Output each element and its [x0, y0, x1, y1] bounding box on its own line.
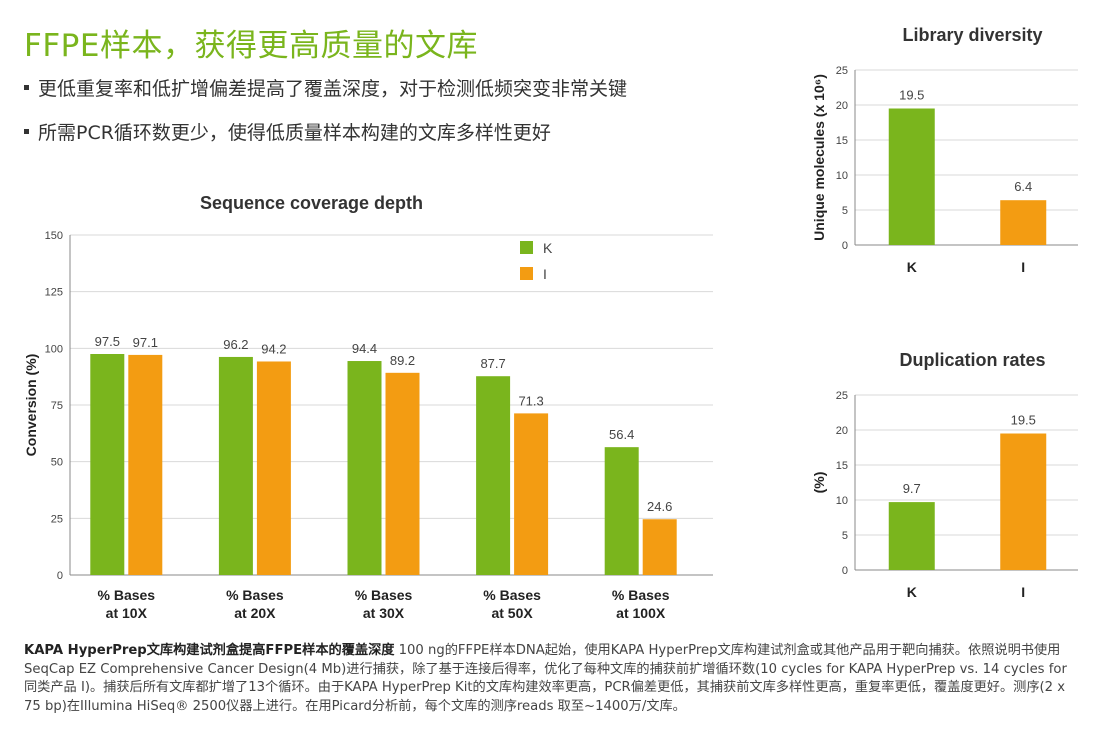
x-category-label: I [1021, 259, 1025, 275]
bullet-item: 所需PCR循环数更少，使得低质量样本构建的文库多样性更好 [24, 118, 627, 145]
library-diversity-chart: Library diversity 0 5 10 15 20 25 Unique molecu… [811, 25, 1078, 275]
y-tick-label: 10 [836, 170, 848, 182]
y-tick-label: 15 [836, 135, 848, 147]
y-axis-label: Unique molecules (x 10⁶) [811, 74, 827, 241]
bar-value-label: 94.2 [261, 341, 286, 356]
y-tick-label: 5 [842, 530, 848, 542]
bar-I [256, 361, 291, 575]
y-tick-label: 25 [51, 513, 63, 525]
bar-value-label: 6.4 [1014, 179, 1032, 194]
bar-I [385, 372, 420, 575]
x-category-label: % Bases [98, 587, 156, 603]
bar-value-label: 19.5 [899, 88, 924, 103]
y-tick-label: 25 [836, 390, 848, 402]
bar-K [90, 354, 125, 575]
bar-value-label: 56.4 [609, 427, 634, 442]
bullet-dot-icon [24, 129, 29, 134]
bar-K [888, 108, 935, 245]
bar-value-label: 9.7 [903, 481, 921, 496]
chart-title: Duplication rates [899, 350, 1045, 370]
y-tick-label: 50 [51, 457, 63, 469]
bullet-text: 更低重复率和低扩增偏差提高了覆盖深度，对于检测低频突变非常关键 [38, 78, 628, 100]
y-axis-label: (%) [811, 472, 827, 494]
duplication-rates-chart: Duplication rates 0 5 10 15 20 25 (%) 9.7 K 19.5 I [811, 350, 1078, 600]
bar-value-label: 87.7 [480, 356, 505, 371]
bar-I [1000, 433, 1047, 570]
legend-swatch-I [520, 267, 533, 280]
x-category-label: K [907, 584, 917, 600]
bar-K [888, 502, 935, 570]
bar-K [218, 356, 253, 575]
bar-K [604, 447, 639, 575]
bar-value-label: 97.1 [133, 335, 158, 350]
chart-title: Library diversity [902, 25, 1042, 45]
bullet-item: 更低重复率和低扩增偏差提高了覆盖深度，对于检测低频突变非常关键 [24, 74, 627, 101]
legend-label: I [543, 266, 547, 282]
y-tick-label: 0 [842, 565, 848, 577]
x-category-label: at 10X [106, 605, 148, 621]
bar-I [642, 519, 677, 575]
bar-value-label: 97.5 [95, 334, 120, 349]
chart-title: Sequence coverage depth [200, 193, 423, 213]
y-tick-label: 150 [45, 230, 63, 242]
x-category-label: % Bases [483, 587, 541, 603]
x-category-label: I [1021, 584, 1025, 600]
x-category-label: % Bases [226, 587, 284, 603]
caption-bold: KAPA HyperPrep文库构建试剂盒提高FFPE样本的覆盖深度 [24, 643, 395, 658]
y-tick-label: 25 [836, 65, 848, 77]
y-tick-label: 15 [836, 460, 848, 472]
bullet-list: 更低重复率和低扩增偏差提高了覆盖深度，对于检测低频突变非常关键 所需PCR循环数… [24, 74, 627, 162]
bar-I [1000, 200, 1047, 245]
y-tick-label: 0 [57, 570, 63, 582]
bar-value-label: 19.5 [1011, 413, 1036, 428]
bar-value-label: 96.2 [223, 337, 248, 352]
y-tick-label: 20 [836, 100, 848, 112]
bar-value-label: 24.6 [647, 499, 672, 514]
x-category-label: % Bases [355, 587, 413, 603]
x-category-label: at 100X [616, 605, 666, 621]
bar-K [347, 361, 382, 575]
y-axis-label: Conversion (%) [23, 354, 39, 457]
legend-label: K [543, 240, 553, 256]
y-tick-label: 125 [45, 287, 63, 299]
coverage-depth-chart: Sequence coverage depth 0 25 50 75 100 125 150 C… [23, 193, 713, 621]
bar-value-label: 94.4 [352, 341, 377, 356]
y-tick-label: 75 [51, 400, 63, 412]
bar-value-label: 89.2 [390, 353, 415, 368]
page-headline: FFPE样本，获得更高质量的文库 [24, 28, 478, 64]
y-tick-label: 10 [836, 495, 848, 507]
figure-caption: KAPA HyperPrep文库构建试剂盒提高FFPE样本的覆盖深度 100 n… [24, 642, 1074, 716]
x-category-label: K [907, 259, 917, 275]
x-category-label: at 30X [363, 605, 405, 621]
bar-K [476, 376, 511, 575]
caption-text: 100 ng的FFPE样本DNA起始，使用KAPA HyperPrep文库构建试… [24, 643, 1067, 714]
y-tick-label: 20 [836, 425, 848, 437]
y-tick-label: 100 [45, 343, 63, 355]
bullet-text: 所需PCR循环数更少，使得低质量样本构建的文库多样性更好 [38, 122, 551, 144]
bar-I [514, 413, 549, 575]
bar-value-label: 71.3 [518, 393, 543, 408]
bullet-dot-icon [24, 85, 29, 90]
legend-swatch-K [520, 241, 533, 254]
y-tick-label: 5 [842, 205, 848, 217]
x-category-label: at 50X [491, 605, 533, 621]
bar-I [128, 354, 163, 575]
x-category-label: at 20X [234, 605, 276, 621]
x-category-label: % Bases [612, 587, 670, 603]
y-tick-label: 0 [842, 240, 848, 252]
